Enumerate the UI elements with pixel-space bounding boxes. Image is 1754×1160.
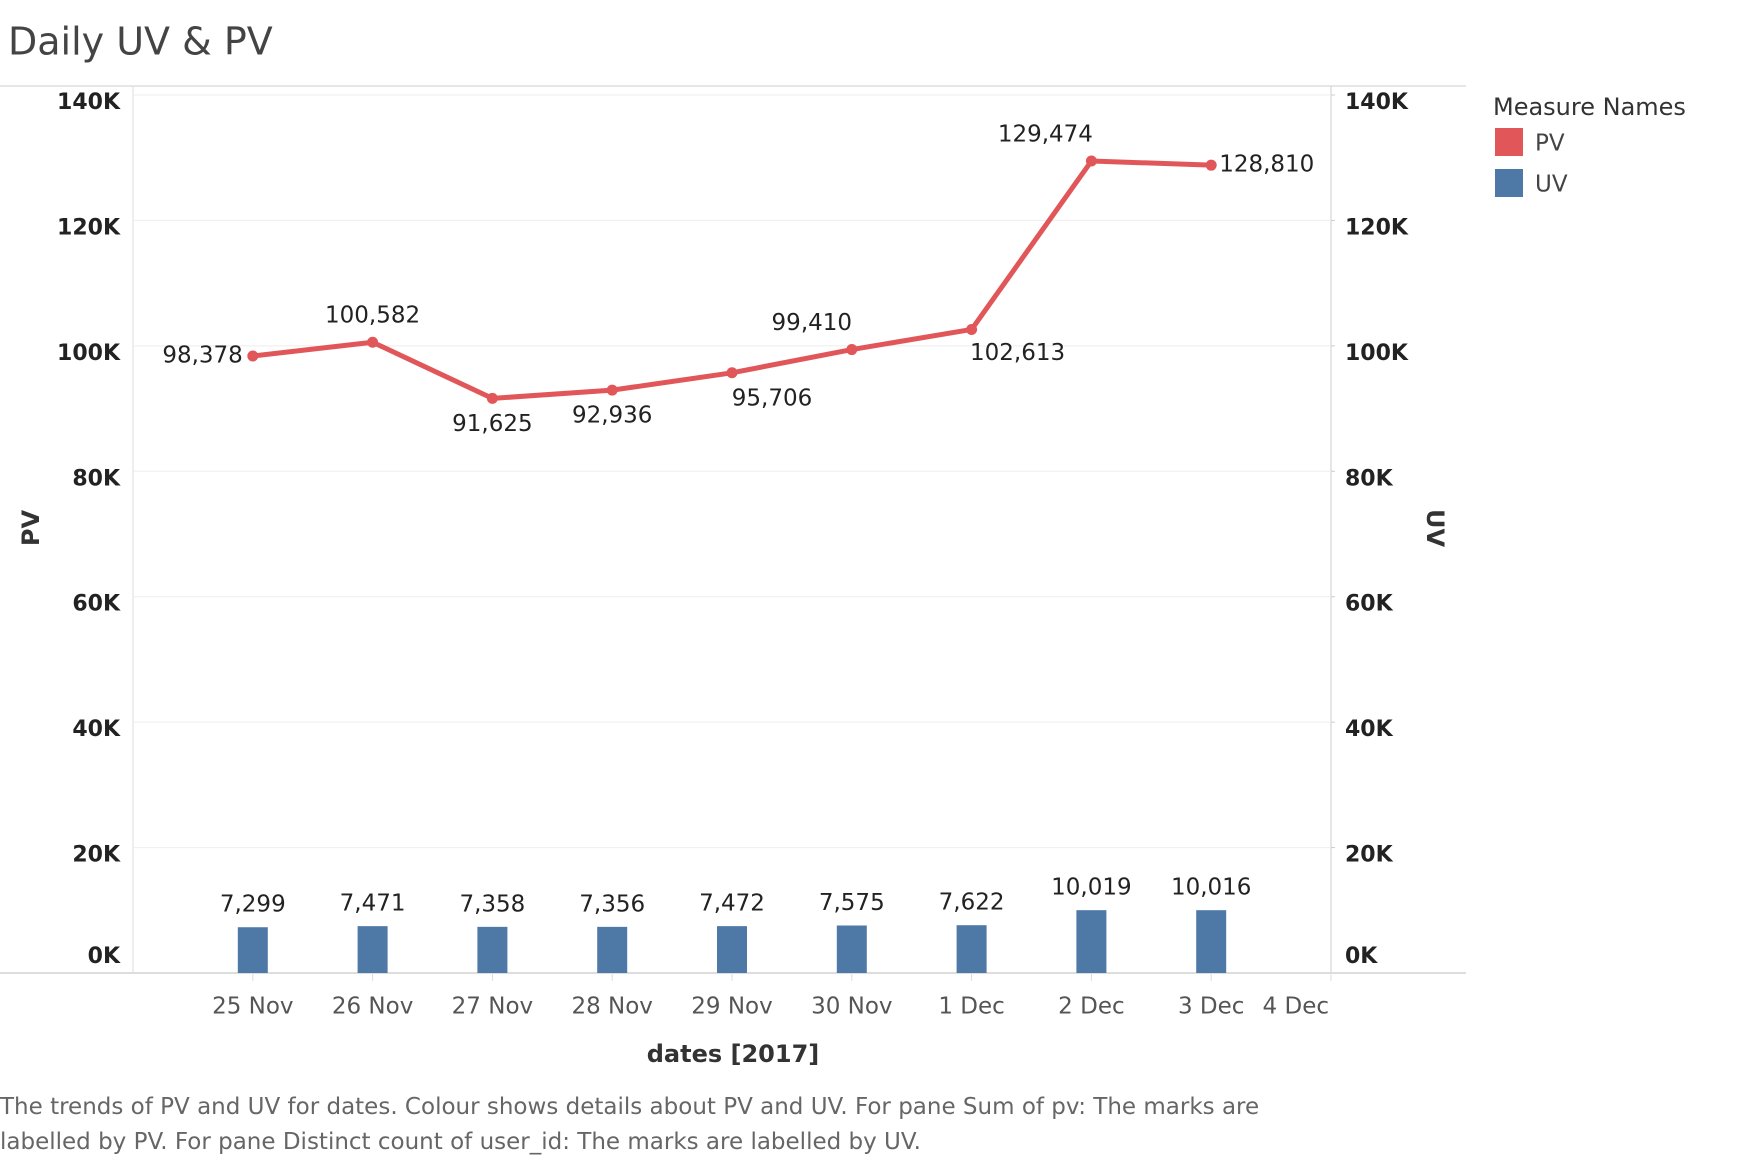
bar bbox=[836, 925, 867, 973]
y-tick-label: 120K bbox=[57, 215, 121, 240]
data-label: 7,356 bbox=[579, 891, 645, 917]
bar bbox=[717, 926, 747, 973]
point bbox=[1205, 159, 1217, 171]
point bbox=[367, 336, 379, 348]
data-label: 91,625 bbox=[452, 411, 532, 437]
data-label: 92,936 bbox=[572, 403, 652, 429]
data-label: 7,358 bbox=[459, 891, 525, 917]
data-label: 99,410 bbox=[772, 310, 852, 336]
y-tick-label: 60K bbox=[72, 592, 121, 617]
data-label: 7,299 bbox=[220, 892, 286, 918]
data-label: 102,613 bbox=[970, 340, 1065, 366]
bar bbox=[1076, 910, 1107, 973]
line bbox=[252, 158, 1212, 401]
point bbox=[606, 384, 618, 396]
y-tick-label: 100K bbox=[57, 341, 121, 366]
x-tick-label: 25 Nov bbox=[212, 994, 293, 1020]
point bbox=[846, 344, 858, 356]
y2-tick-label: 80K bbox=[1345, 466, 1394, 491]
legend-swatch bbox=[1495, 169, 1523, 197]
bar bbox=[357, 926, 388, 973]
x-tick-label: 30 Nov bbox=[811, 994, 892, 1020]
bar bbox=[1196, 910, 1227, 973]
data-label: 98,378 bbox=[162, 343, 242, 369]
data-label: 7,472 bbox=[699, 891, 765, 917]
data-label: 10,019 bbox=[1051, 875, 1131, 901]
data-label: 129,474 bbox=[998, 122, 1093, 148]
x-tick-label: 29 Nov bbox=[691, 994, 772, 1020]
data-label: 128,810 bbox=[1219, 152, 1314, 178]
y-tick-label: 0K bbox=[88, 944, 121, 969]
y2-tick-label: 60K bbox=[1345, 592, 1394, 617]
point bbox=[726, 367, 738, 379]
legend-title: Measure Names bbox=[1493, 93, 1686, 121]
x-tick-label: 3 Dec bbox=[1178, 994, 1244, 1020]
y2-tick-label: 120K bbox=[1345, 215, 1409, 240]
point bbox=[1085, 155, 1097, 167]
data-label: 7,471 bbox=[340, 891, 406, 917]
data-label: 7,575 bbox=[819, 890, 885, 916]
legend-swatch bbox=[1495, 128, 1523, 156]
y-tick-label: 140K bbox=[57, 90, 121, 115]
y-tick-label: 80K bbox=[72, 466, 121, 491]
y2-tick-label: 20K bbox=[1345, 843, 1394, 868]
x-tick-label: 27 Nov bbox=[452, 994, 533, 1020]
bar bbox=[597, 926, 628, 973]
y-axis-title: PV bbox=[17, 509, 45, 546]
y2-axis-title: UV bbox=[1421, 509, 1449, 547]
point bbox=[966, 323, 978, 335]
bar bbox=[956, 925, 987, 973]
data-label: 10,016 bbox=[1171, 875, 1251, 901]
bar bbox=[477, 926, 508, 973]
point bbox=[486, 392, 498, 404]
data-label: 95,706 bbox=[732, 385, 812, 411]
legend-label: PV bbox=[1535, 131, 1565, 157]
point bbox=[247, 350, 259, 362]
y2-tick-label: 0K bbox=[1345, 944, 1378, 969]
x-tick-label: 28 Nov bbox=[571, 994, 652, 1020]
x-axis-title: dates [2017] bbox=[647, 1040, 820, 1068]
chart: Daily UV & PV dates [2017] PV UV Measure… bbox=[0, 20, 1686, 1068]
chart-title: Daily UV & PV bbox=[8, 20, 273, 64]
y-tick-label: 40K bbox=[72, 717, 121, 742]
y2-tick-label: 140K bbox=[1345, 90, 1409, 115]
y-tick-label: 20K bbox=[72, 843, 121, 868]
data-label: 100,582 bbox=[325, 303, 420, 329]
legend-label: UV bbox=[1535, 172, 1568, 198]
caption: The trends of PV and UV for dates. Colou… bbox=[0, 1094, 1260, 1155]
y2-tick-label: 40K bbox=[1345, 717, 1394, 742]
bar bbox=[237, 927, 268, 973]
data-label: 7,622 bbox=[939, 890, 1005, 916]
x-tick-label: 26 Nov bbox=[332, 994, 413, 1020]
y2-tick-label: 100K bbox=[1345, 341, 1409, 366]
x-tick-label: 4 Dec bbox=[1263, 994, 1329, 1020]
x-tick-label: 1 Dec bbox=[938, 994, 1004, 1020]
x-tick-label: 2 Dec bbox=[1058, 994, 1124, 1020]
